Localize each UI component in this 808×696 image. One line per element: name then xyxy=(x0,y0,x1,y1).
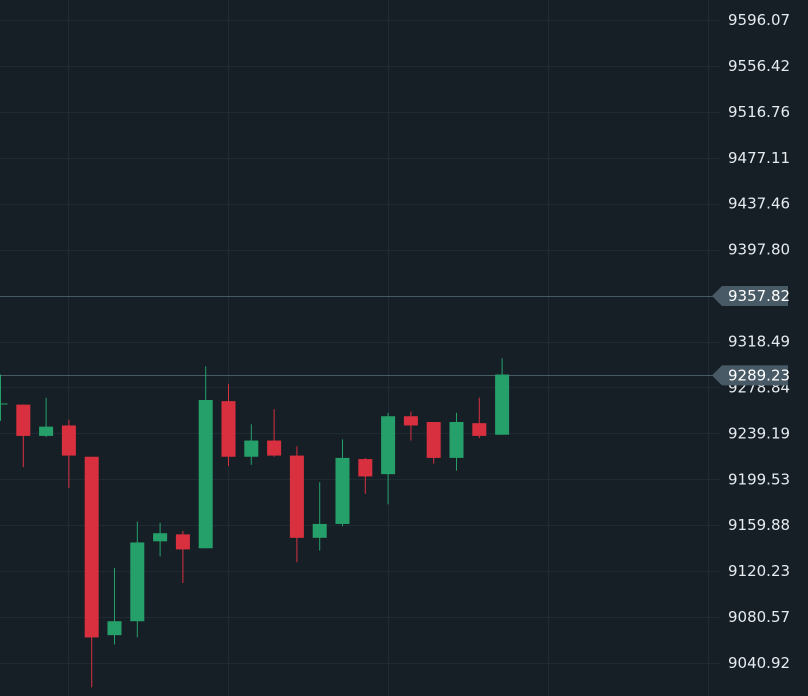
candle-down[interactable] xyxy=(289,446,304,563)
candle-down[interactable] xyxy=(426,422,441,464)
candle-body xyxy=(198,399,213,549)
y-tick-label: 9199.53 xyxy=(728,470,790,488)
grid xyxy=(0,0,720,696)
y-tick-label: 9239.19 xyxy=(728,424,790,442)
candle-up[interactable] xyxy=(153,522,168,557)
candle-down[interactable] xyxy=(16,404,31,468)
y-tick-label: 9318.49 xyxy=(728,333,790,351)
price-marker-tag xyxy=(712,285,788,306)
y-tick-label: 9477.11 xyxy=(728,149,790,167)
y-tick-label: 9556.42 xyxy=(728,57,790,75)
y-tick-label: 9516.76 xyxy=(728,103,790,121)
candle-body xyxy=(39,426,54,436)
candle-body xyxy=(61,425,76,456)
price-marker-tag xyxy=(712,365,788,386)
candle-up[interactable] xyxy=(130,521,145,638)
candle-body xyxy=(495,374,510,435)
candle-up[interactable] xyxy=(39,397,54,438)
y-tick-label: 9596.07 xyxy=(728,11,790,29)
candle-up[interactable] xyxy=(198,366,213,549)
candle-body xyxy=(335,457,350,524)
candle-body xyxy=(312,523,327,538)
candle-body xyxy=(153,533,168,542)
y-tick-label: 9397.80 xyxy=(728,241,790,259)
candle-up[interactable] xyxy=(312,482,327,551)
candle-down[interactable] xyxy=(267,409,282,457)
candle-down[interactable] xyxy=(403,411,418,441)
candles xyxy=(0,358,510,688)
price-lines xyxy=(0,296,716,376)
candle-down[interactable] xyxy=(61,419,76,489)
candle-down[interactable] xyxy=(221,383,236,467)
candle-body xyxy=(84,456,99,638)
candle-body xyxy=(244,440,259,457)
candle-down[interactable] xyxy=(358,457,373,494)
y-tick-label: 9159.88 xyxy=(728,516,790,534)
price-marker-label: 9289.23 xyxy=(728,366,790,384)
candle-body xyxy=(289,455,304,538)
candle-body xyxy=(472,423,487,436)
candle-body xyxy=(449,422,464,458)
candle-down[interactable] xyxy=(84,456,99,688)
candle-body xyxy=(175,534,190,550)
price-axis[interactable]: 9596.07 9556.42 9516.76 9477.11 9437.46 9397.… xyxy=(728,11,790,672)
candle-body xyxy=(381,416,396,475)
candle-up[interactable] xyxy=(335,439,350,527)
y-tick-label: 9040.92 xyxy=(728,654,790,672)
candle-up[interactable] xyxy=(0,374,8,421)
candle-body xyxy=(358,459,373,477)
candle-up[interactable] xyxy=(244,424,259,465)
candle-body xyxy=(130,542,145,622)
candle-up[interactable] xyxy=(107,567,122,645)
y-tick-label: 9080.57 xyxy=(728,608,790,626)
candle-body xyxy=(267,440,282,456)
candle-up[interactable] xyxy=(449,412,464,471)
candle-body xyxy=(0,403,8,405)
candle-up[interactable] xyxy=(495,358,510,435)
candle-body xyxy=(426,422,441,458)
y-tick-label: 9120.23 xyxy=(728,562,790,580)
candle-down[interactable] xyxy=(472,397,487,439)
price-marker: 9357.82 xyxy=(712,285,790,306)
candle-body xyxy=(221,401,236,457)
price-marker: 9289.23 xyxy=(712,365,790,386)
candle-body xyxy=(16,404,31,436)
price-markers: 9357.82 9289.23 xyxy=(712,285,790,386)
candle-body xyxy=(107,621,122,636)
y-tick-label: 9437.46 xyxy=(728,195,790,213)
price-marker-label: 9357.82 xyxy=(728,287,790,305)
candle-body xyxy=(403,416,418,426)
candle-up[interactable] xyxy=(381,412,396,505)
candle-down[interactable] xyxy=(175,530,190,584)
